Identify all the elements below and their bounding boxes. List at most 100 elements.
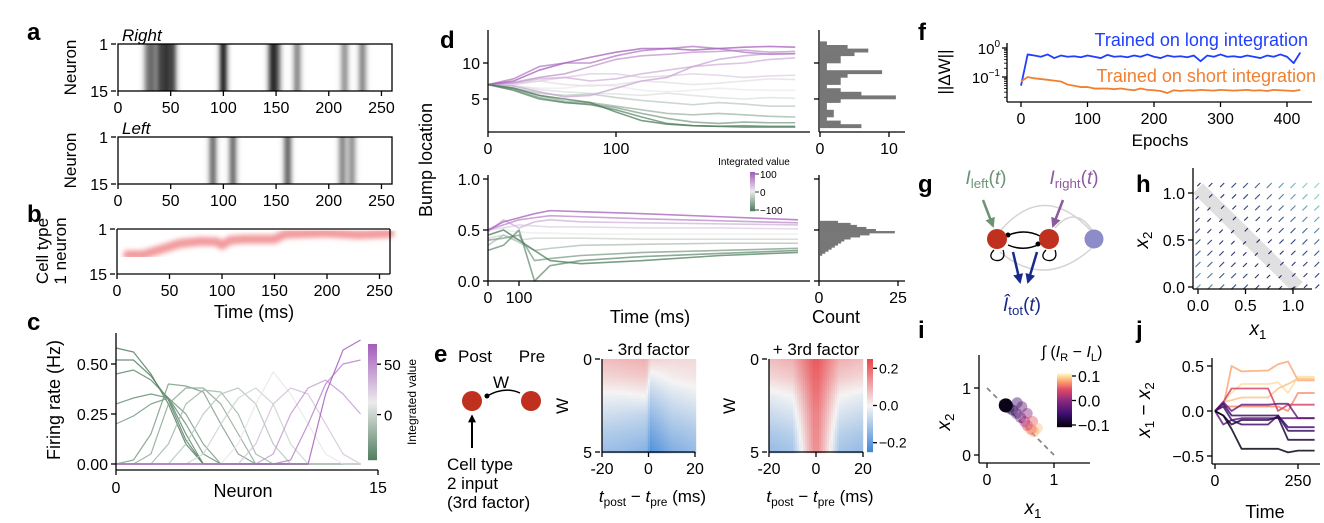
heatmap-cell [668,367,671,370]
colorbar-cell [368,382,377,384]
heatmap-cell [787,407,790,410]
heatmap-cell [831,379,834,382]
stimulus-cell [306,137,308,184]
heatmap-cell [622,389,625,392]
heatmap-cell [795,381,798,384]
heatmap-cell [618,391,621,394]
heatmap-cell [666,425,669,428]
heatmap-cell [684,401,687,404]
heatmap-cell [843,407,846,410]
heatmap-cell [817,437,820,440]
heatmap-cell [694,363,697,366]
heatmap-cell [618,431,621,434]
heatmap-cell [845,391,848,394]
heatmap-cell [628,449,631,452]
heatmap-cell [650,391,653,394]
heatmap-cell [847,365,850,368]
stimulus-cell [342,137,344,184]
heatmap-cell [634,417,637,420]
heatmap-cell [630,365,633,368]
heatmap-cell [610,435,613,438]
stimulus-cell [199,44,201,91]
heatmap-cell [821,427,824,430]
heatmap-cell [815,429,818,432]
heatmap-cell [628,377,631,380]
heatmap-cell [692,427,695,430]
heatmap-cell [837,385,840,388]
heatmap-cell [684,439,687,442]
heatmap-cell [845,437,848,440]
heatmap-cell [799,395,802,398]
heatmap-cell [674,365,677,368]
heatmap-cell [642,371,645,374]
heatmap-cell [787,385,790,388]
heatmap-cell [771,423,774,426]
heatmap-cell [805,363,808,366]
heatmap-cell [618,383,621,386]
heatmap-cell [813,439,816,442]
heatmap-cell [642,443,645,446]
heatmap-cell [809,411,812,414]
heatmap-cell [622,439,625,442]
heatmap-cell [688,389,691,392]
stimulus-cell [125,44,127,91]
heatmap-cell [606,411,609,414]
heatmap-cell [604,365,607,368]
heatmap-cell [606,415,609,418]
colorbar-cell [368,364,377,366]
heatmap-cell [676,361,679,364]
heatmap-cell [841,383,844,386]
heatmap-cell [813,373,816,376]
heatmap-cell [775,371,778,374]
heatmap-cell [628,419,631,422]
heatmap-cell [662,429,665,432]
heatmap-cell [835,373,838,376]
heatmap-cell [632,431,635,434]
heatmap-cell [777,411,780,414]
histogram-bar [820,63,827,67]
heatmap-cell [652,421,655,424]
heatmap-cell [809,443,812,446]
heatmap-cell [604,419,607,422]
heatmap-cell [839,399,842,402]
heatmap-cell [827,423,830,426]
heatmap-cell [803,389,806,392]
heatmap-cell [769,387,772,390]
heatmap-cell [791,375,794,378]
heatmap-cell [825,439,828,442]
stimulus-cell [317,137,319,184]
stimulus-cell [185,137,187,184]
heatmap-cell [672,369,675,372]
heatmap-cell [787,431,790,434]
heatmap-cell [831,393,834,396]
heatmap-cell [670,425,673,428]
heatmap-cell [833,393,836,396]
heatmap-cell [642,383,645,386]
heatmap-cell [821,397,824,400]
heatmap-cell [658,415,661,418]
heatmap-cell [630,379,633,382]
heatmap-cell [785,435,788,438]
heatmap-cell [624,383,627,386]
heatmap-cell [650,381,653,384]
stimulus-cell [328,137,331,184]
heatmap-cell [616,391,619,394]
heatmap-cell [610,399,613,402]
stimulus-cell [185,44,187,91]
heatmap-cell [616,437,619,440]
stimulus-cell [171,137,174,184]
heatmap-cell [642,399,645,402]
heatmap-cell [845,395,848,398]
heatmap-cell [618,365,621,368]
heatmap-cell [602,373,605,376]
heatmap-cell [829,365,832,368]
heatmap-cell [684,381,687,384]
heatmap-cell [797,393,800,396]
heatmap-cell [640,419,643,422]
heatmap-cell [666,363,669,366]
heatmap-cell [654,383,657,386]
heatmap-cell [795,447,798,450]
heatmap-cell [801,411,804,414]
heatmap-cell [626,361,629,364]
stimulus-cell [283,137,285,184]
